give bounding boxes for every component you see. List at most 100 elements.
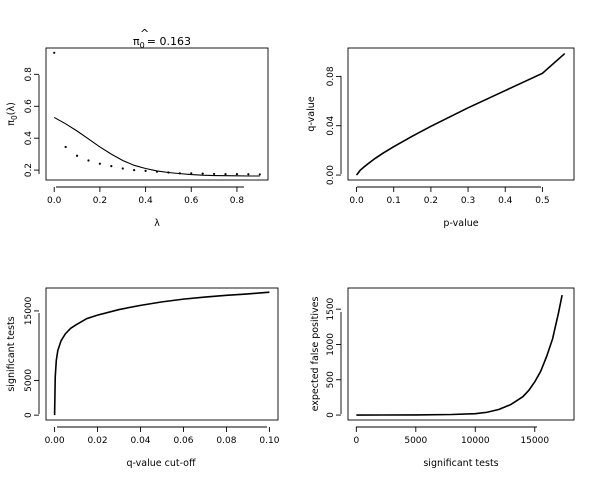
panel-qvalue-pvalue: 0.0 0.1 0.2 0.3 0.4 0.5 0.000.040.08 p-value … — [306, 47, 575, 229]
plot-frame — [347, 47, 575, 181]
data-point — [247, 173, 250, 176]
x-tick-label: 0.8 — [230, 196, 245, 206]
y-axis: 0 5000 15000 — [24, 296, 40, 418]
x-axis: 0.0 0.2 0.4 0.6 0.8 — [47, 186, 244, 206]
y-tick-label: 0.00 — [326, 165, 336, 185]
x-axis-label: significant tests — [423, 458, 498, 469]
data-point — [258, 173, 261, 176]
y-axis-label: significant tests — [6, 316, 17, 391]
x-tick-label: 0.2 — [93, 196, 107, 206]
y-axis-label: q-value — [306, 96, 317, 131]
panel-pi0-lambda: 0.0 0.2 0.4 0.6 0.8 0.20.40.60.8 π0 = 0.163 ^… — [6, 27, 269, 229]
plot-marks — [53, 51, 261, 177]
y-tick-label: 0.2 — [24, 163, 34, 177]
y-tick-label: 0 — [24, 412, 34, 418]
y-tick-label: 1500 — [326, 297, 336, 320]
x-tick-label: 5000 — [404, 436, 427, 446]
title-hat-accent: ^ — [140, 27, 149, 40]
data-point — [53, 51, 56, 54]
x-ticks: 0.00 0.02 0.04 0.06 0.08 0.10 — [45, 427, 280, 446]
title-subscript: 0 — [140, 41, 145, 50]
x-tick-label: 0.6 — [184, 196, 199, 206]
series-line — [53, 116, 260, 177]
x-axis-label: q-value cut-off — [126, 458, 196, 469]
ylabel-pi: π — [6, 120, 17, 126]
y-tick-label: 0.6 — [24, 99, 34, 114]
y-ticks: 0.00 0.04 0.08 — [326, 66, 341, 185]
panel-significant-tests-qcutoff: 0.00 0.02 0.04 0.06 0.08 0.10 0 5000 15000 q-va… — [6, 287, 280, 469]
plot-marks — [356, 294, 563, 416]
x-tick-label: 0.3 — [461, 196, 475, 206]
title-pi-symbol: π — [133, 35, 140, 48]
y-tick-label: 0.04 — [326, 115, 336, 135]
x-axis: 0.00 0.02 0.04 0.06 0.08 0.10 — [45, 426, 280, 446]
data-point — [110, 165, 113, 168]
x-tick-label: 0.10 — [259, 436, 279, 446]
x-axis: 0 5000 10000 15000 — [353, 426, 549, 446]
x-tick-label: 0.04 — [130, 436, 150, 446]
data-point — [235, 172, 239, 176]
data-point — [133, 169, 136, 172]
chart-title: π0 = 0.163 — [133, 35, 191, 50]
y-ticks: 0 5000 15000 — [24, 296, 39, 418]
ylabel-argument: (λ) — [6, 102, 17, 115]
series-line — [53, 291, 270, 416]
y-tick-label: 500 — [326, 371, 336, 388]
y-tick-label: 15000 — [24, 296, 34, 325]
x-axis-label: p-value — [443, 218, 478, 229]
plot-frame — [45, 47, 269, 181]
y-tick-label: 1000 — [326, 333, 336, 356]
y-axis: 0 500 1000 1500 — [326, 297, 342, 418]
x-ticks: 0 5000 10000 15000 — [353, 427, 549, 446]
x-axis: 0.0 0.1 0.2 0.3 0.4 0.5 — [349, 186, 550, 206]
title-value: = 0.163 — [147, 35, 191, 48]
y-axis: 0.00 0.04 0.08 — [326, 66, 342, 185]
x-tick-label: 15000 — [520, 436, 549, 446]
data-point — [201, 172, 204, 175]
ylabel-subscript: 0 — [10, 115, 19, 120]
y-axis-label: expected false positives — [310, 297, 321, 412]
x-tick-label: 0.2 — [424, 196, 438, 206]
x-tick-label: 0.1 — [387, 196, 401, 206]
data-point — [212, 172, 216, 176]
y-tick-label: 0.4 — [24, 131, 34, 146]
series-line — [356, 294, 563, 416]
x-tick-label: 0.02 — [88, 436, 108, 446]
x-tick-label: 0.4 — [498, 196, 513, 206]
y-tick-label: 0 — [326, 412, 336, 418]
panel-false-positives-significant: 0 5000 10000 15000 0 500 1000 1500 significant… — [310, 287, 575, 469]
x-tick-label: 0.08 — [216, 436, 236, 446]
x-ticks: 0.0 0.1 0.2 0.3 0.4 0.5 — [349, 187, 550, 206]
plot-marks — [53, 291, 270, 416]
plot-frame — [45, 287, 279, 421]
y-tick-label: 0.08 — [326, 66, 336, 86]
x-tick-label: 0.06 — [173, 436, 193, 446]
y-ticks: 0.2 0.4 0.6 0.8 — [24, 67, 39, 177]
x-tick-label: 0.0 — [47, 196, 62, 206]
x-tick-label: 0.5 — [535, 196, 549, 206]
data-point — [224, 172, 227, 176]
x-tick-label: 10000 — [461, 436, 490, 446]
data-point — [98, 162, 102, 165]
y-tick-label: 0.8 — [24, 67, 34, 82]
x-tick-label: 0 — [353, 436, 359, 446]
y-ticks: 0 500 1000 1500 — [326, 297, 341, 418]
x-tick-label: 0.00 — [45, 436, 65, 446]
data-point — [190, 172, 193, 175]
data-point — [64, 145, 67, 149]
series-line — [355, 52, 566, 176]
x-axis-label: λ — [154, 218, 160, 229]
x-tick-label: 0.0 — [349, 196, 364, 206]
data-point — [75, 154, 79, 157]
x-tick-label: 0.4 — [138, 196, 153, 206]
plot-marks — [355, 52, 566, 176]
y-axis-label: π0(λ) — [6, 102, 19, 126]
data-point — [87, 159, 90, 162]
data-point — [144, 169, 147, 173]
y-tick-label: 5000 — [24, 369, 34, 392]
y-axis: 0.2 0.4 0.6 0.8 — [24, 67, 40, 177]
x-ticks: 0.0 0.2 0.4 0.6 0.8 — [47, 187, 244, 206]
data-point — [121, 167, 124, 170]
